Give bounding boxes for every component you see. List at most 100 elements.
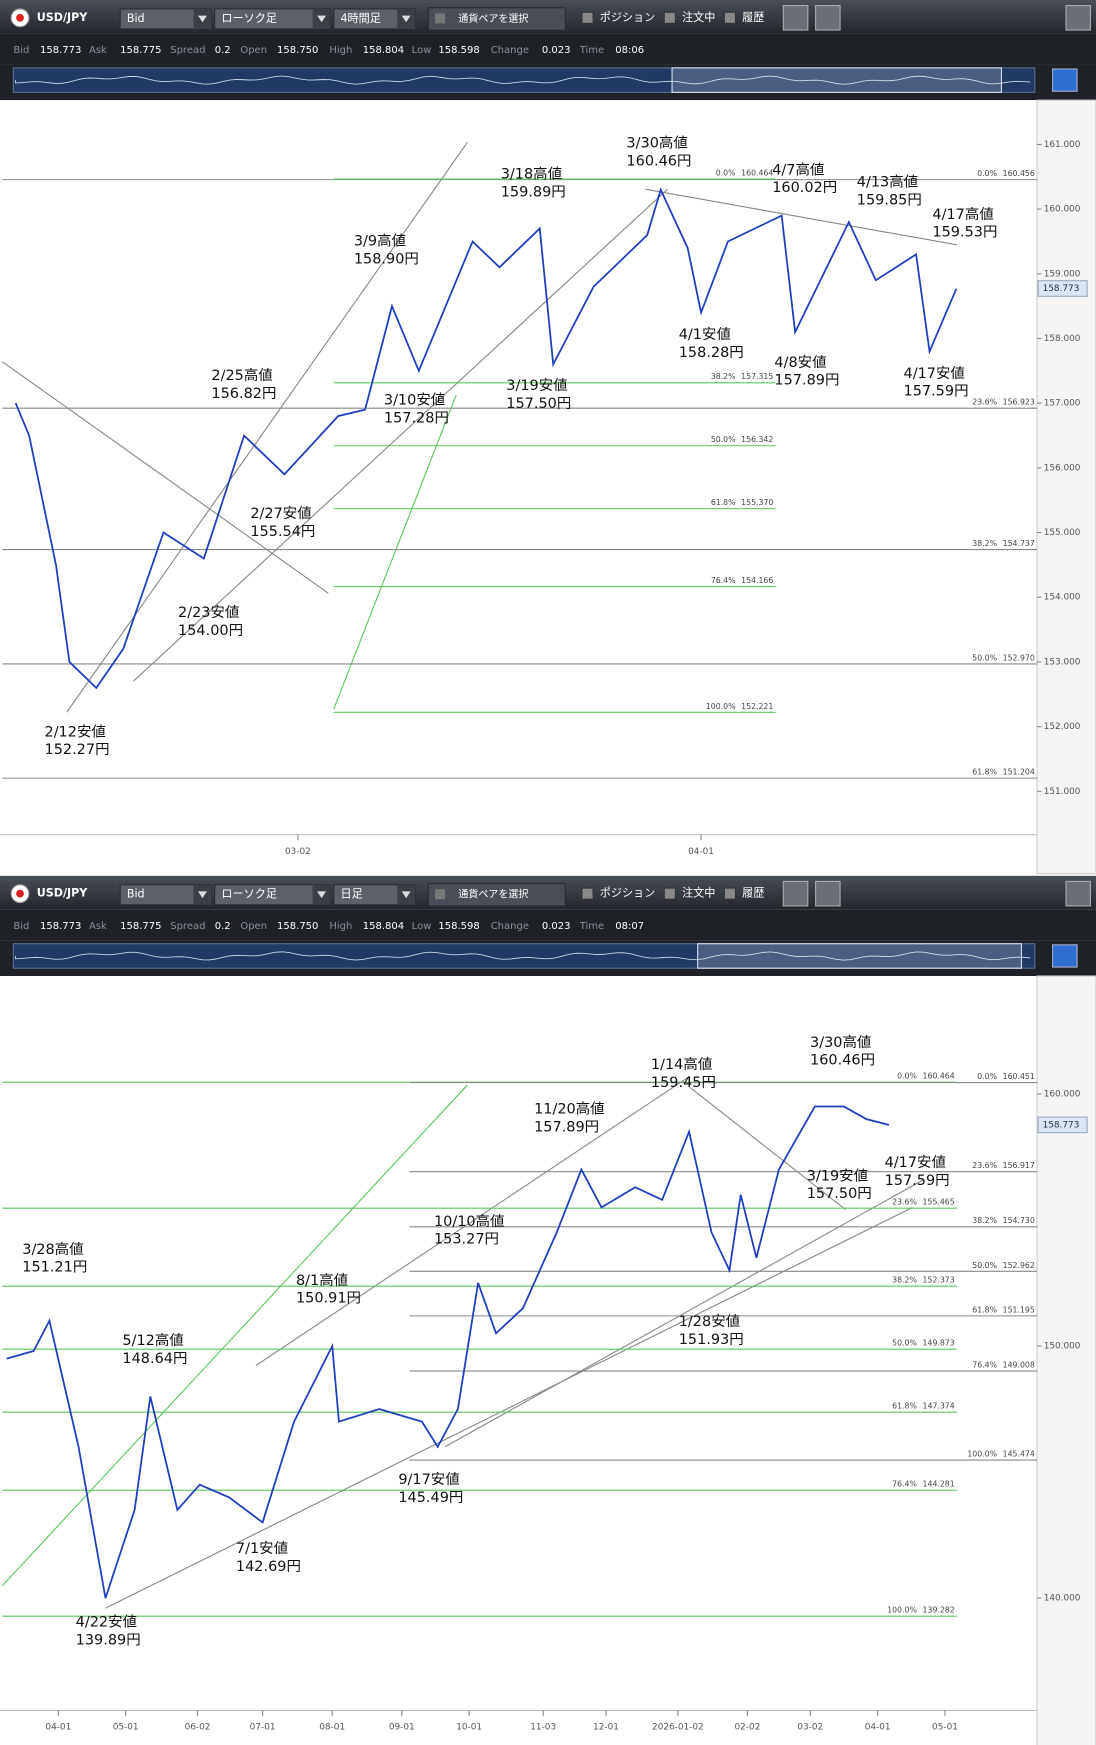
fib-ratio: 50.0% [892,1339,917,1348]
annotation-price: 154.00円 [178,623,243,639]
info-label: Change [491,45,529,56]
x-tick-label: 08-01 [319,1723,345,1733]
icon-button[interactable] [815,5,841,31]
annotation-label: 2/25高値 [211,367,272,384]
annotation-price: 159.85円 [857,192,922,208]
price-line [6,1105,890,1599]
trendline [133,188,668,682]
fib-ratio: 0.0% [897,1072,917,1081]
pair-button[interactable] [427,883,566,907]
annotation-label: 2/27安値 [250,505,311,522]
info-label: Bid [13,921,29,932]
icon-button[interactable] [815,880,841,907]
info-label: Ask [89,45,107,56]
annotation-label: 3/30高値 [626,135,687,152]
fib-price: 139.282 [923,1606,955,1615]
checkbox[interactable] [663,887,676,900]
pair-button[interactable] [427,7,566,31]
dropdown-arrow [198,15,207,23]
current-price-label: 158.773 [1043,284,1080,294]
info-value: 0.023 [542,921,571,932]
info-label: Low [412,921,432,932]
trendline [689,1086,846,1211]
checkbox [435,889,446,900]
fib-ratio: 50.0% [972,1261,997,1270]
annotation-price: 150.91円 [296,1291,361,1307]
icon-button[interactable] [1065,5,1091,31]
trendline [255,1075,691,1366]
y-tick-label: 152.000 [1044,722,1081,732]
annotation-label: 4/17高値 [932,206,993,223]
checkbox [435,13,446,24]
checkbox-label: 履歴 [742,11,764,24]
annotation-label: 3/19安値 [807,1167,868,1184]
y-tick-label: 153.000 [1044,657,1081,667]
checkbox-label: ポジション [600,11,656,24]
annotation-price: 155.54円 [250,524,315,540]
fib-price: 155.370 [741,498,773,507]
navigator[interactable] [12,943,1036,969]
navigator-trace [15,75,1031,85]
annotation-label: 8/1高値 [296,1272,348,1289]
icon-button[interactable] [1065,880,1091,907]
fib-ratio: 0.0% [977,1072,997,1081]
dropdown-label: ローソク足 [221,888,277,901]
dropdown-arrow [198,891,207,899]
fib-ratio: 61.8% [711,498,736,507]
annotation-price: 160.02円 [772,180,837,196]
navigator[interactable] [12,67,1036,93]
x-tick-label: 09-01 [389,1723,415,1733]
fib-price: 154.730 [1003,1216,1035,1225]
info-value: 158.750 [277,45,318,56]
annotation-label: 1/14高値 [651,1056,712,1073]
annotation-label: 4/13高値 [857,174,918,191]
checkbox[interactable] [723,887,737,900]
annotation-price: 158.90円 [354,251,419,267]
fib-price: 152.373 [923,1276,955,1285]
info-label: Low [412,45,432,56]
navigator-trace [15,951,1031,961]
navigator-window[interactable] [697,943,1023,969]
checkbox[interactable] [581,887,594,900]
fib-ratio: 76.4% [972,1360,997,1369]
fib-price: 155.465 [923,1198,955,1207]
fib-ratio: 23.6% [972,398,997,407]
y-tick-label: 159.000 [1044,269,1081,279]
y-tick-label: 158.000 [1044,334,1081,344]
checkbox-label: 履歴 [742,887,764,900]
annotation-price: 148.64円 [122,1351,187,1367]
fib-ratio: 0.0% [977,169,997,178]
x-tick-label: 02-02 [735,1723,761,1733]
fib-ratio: 100.0% [706,702,736,711]
annotation-price: 157.50円 [807,1186,872,1202]
y-tick-label: 154.000 [1044,593,1081,603]
icon-button[interactable] [1052,944,1078,968]
annotation-price: 153.27円 [434,1232,499,1248]
plot-area [0,975,1096,1745]
dropdown-arrow [401,15,411,23]
info-label: Bid [13,45,29,56]
trendline [444,1179,924,1448]
annotation-price: 157.59円 [904,384,969,400]
checkbox[interactable] [663,11,676,24]
y-tick-label: 155.000 [1044,528,1081,538]
x-tick-label: 04-01 [45,1723,71,1733]
info-value: 08:06 [615,45,644,56]
dropdown-label: ローソク足 [221,12,277,25]
icon-button[interactable] [782,5,809,31]
x-tick-label: 12-01 [593,1723,619,1733]
fib-ratio: 50.0% [972,653,997,662]
annotation-label: 4/1安値 [679,326,731,343]
checkbox[interactable] [723,11,737,24]
fib-price: 160.464 [741,169,773,178]
x-tick-label: 2026-01-02 [652,1723,704,1733]
info-label: Open [240,45,267,56]
annotation-price: 157.28円 [384,410,449,426]
navigator-window[interactable] [671,67,1002,93]
icon-button[interactable] [1052,68,1078,92]
dropdown-label: Bid [127,12,145,25]
annotation-label: 3/10安値 [384,392,445,409]
annotation-price: 156.82円 [211,386,276,402]
icon-button[interactable] [782,880,809,907]
checkbox[interactable] [581,11,594,24]
